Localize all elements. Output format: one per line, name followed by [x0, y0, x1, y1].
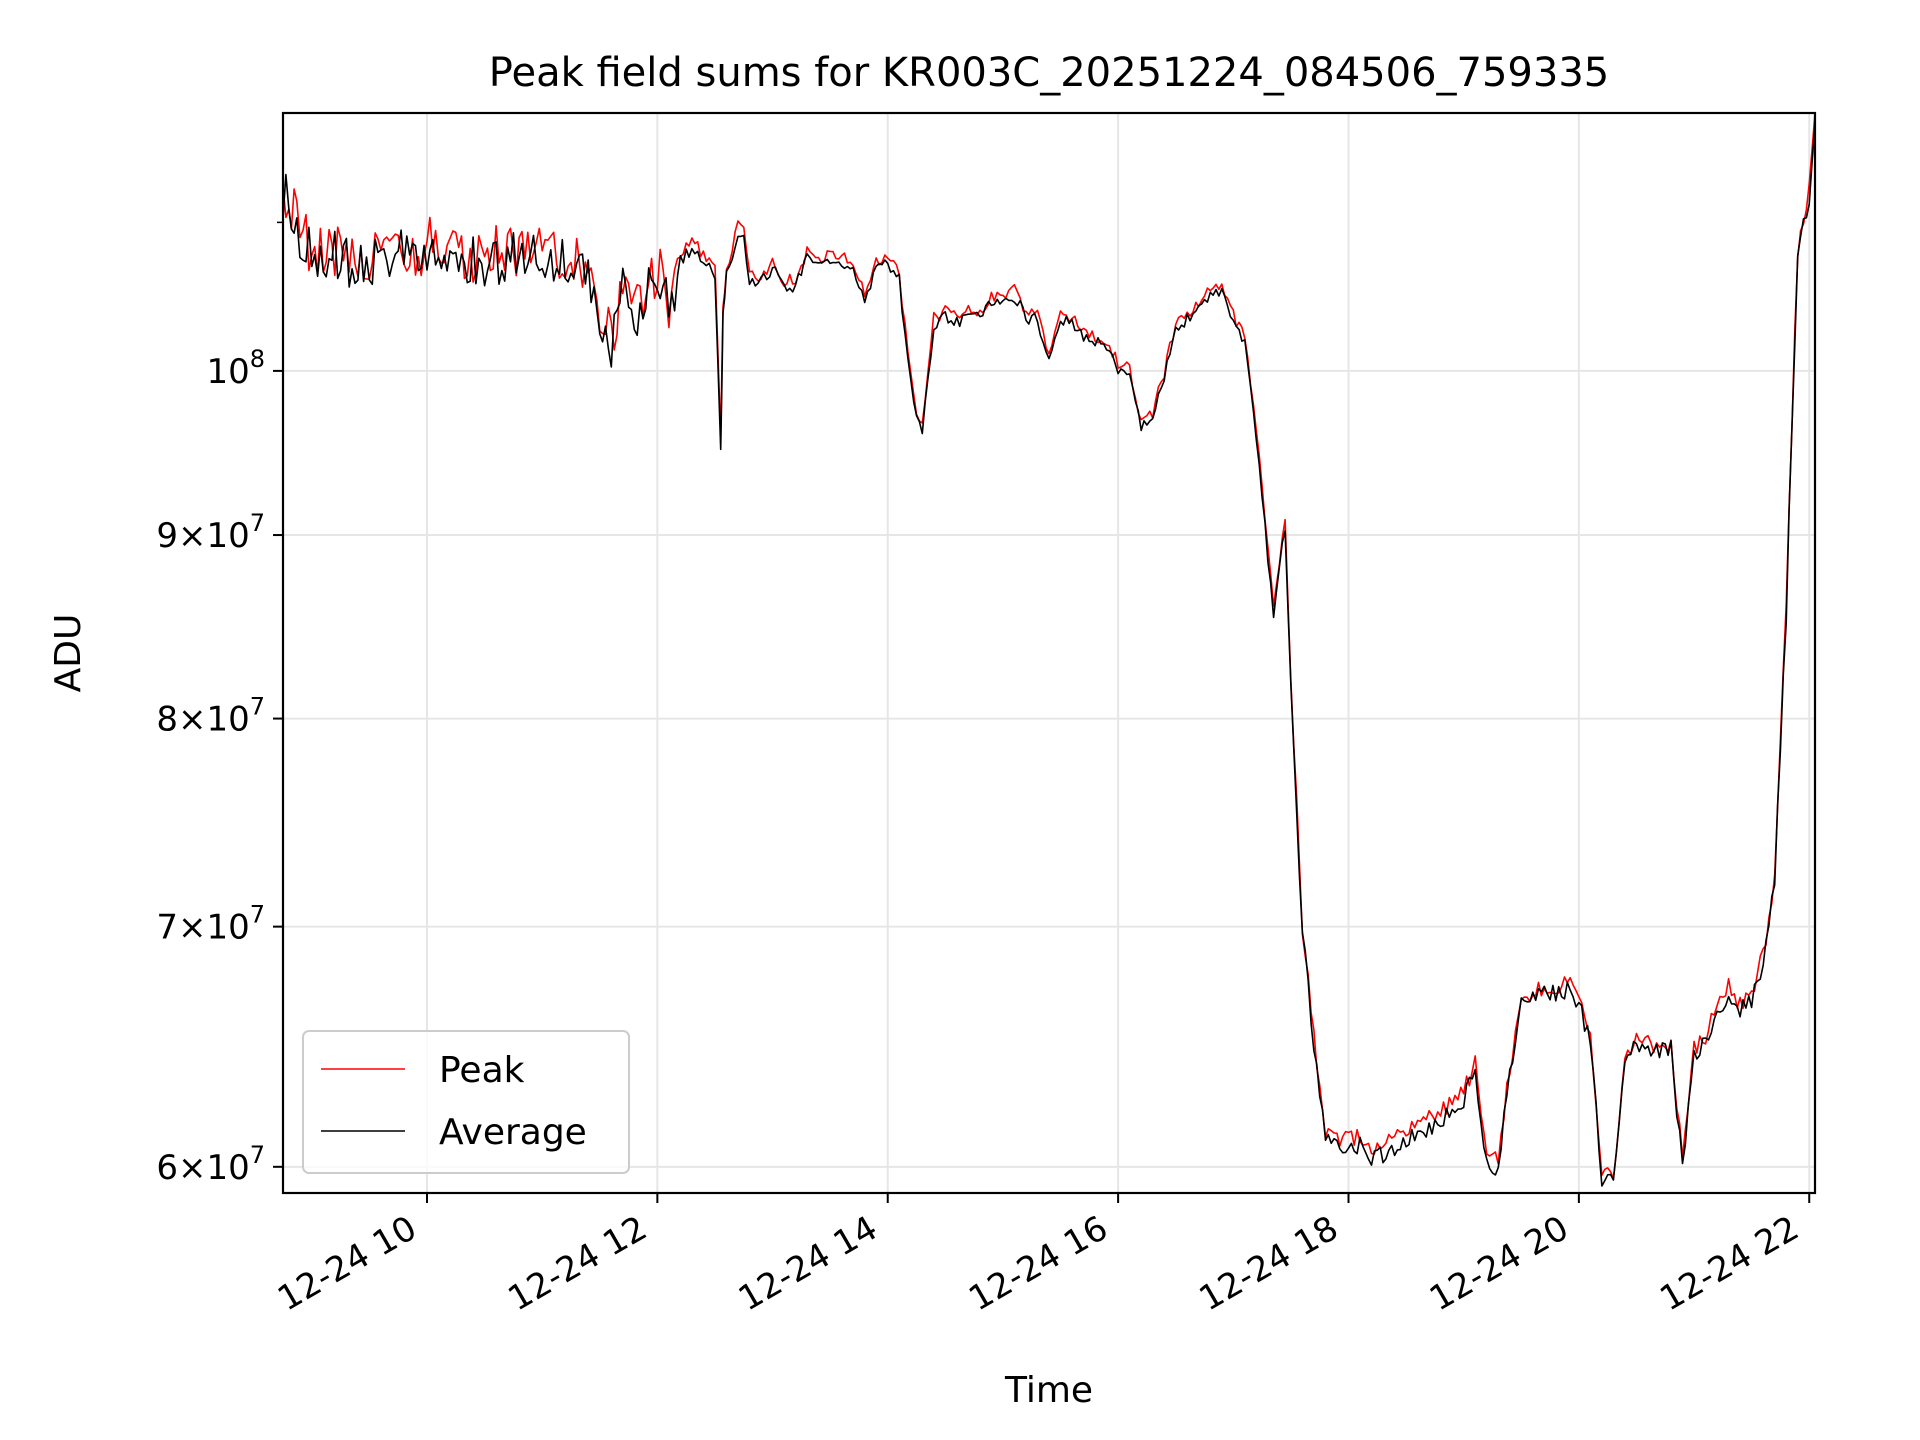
- x-axis-label: Time: [1004, 1370, 1093, 1411]
- plot-data: [283, 113, 1815, 1187]
- chart-title: Peak field sums for KR003C_20251224_0845…: [489, 50, 1609, 96]
- plot-frame: [281, 111, 1817, 1195]
- series-line-peak: [283, 113, 1815, 1179]
- y-axis-label: ADU: [48, 614, 89, 693]
- y-tick-label: 9×107: [156, 509, 265, 556]
- grid: [283, 113, 1815, 1193]
- legend-label-peak: Peak: [439, 1050, 525, 1091]
- y-tick-label: 6×107: [156, 1141, 265, 1188]
- legend-box: [302, 1030, 630, 1174]
- y-tick-label: 8×107: [156, 693, 265, 740]
- series-line-average: [283, 123, 1815, 1187]
- y-tick-label: 7×107: [156, 901, 265, 948]
- legend-label-average: Average: [439, 1112, 587, 1153]
- legend: Peak Average: [302, 1030, 630, 1174]
